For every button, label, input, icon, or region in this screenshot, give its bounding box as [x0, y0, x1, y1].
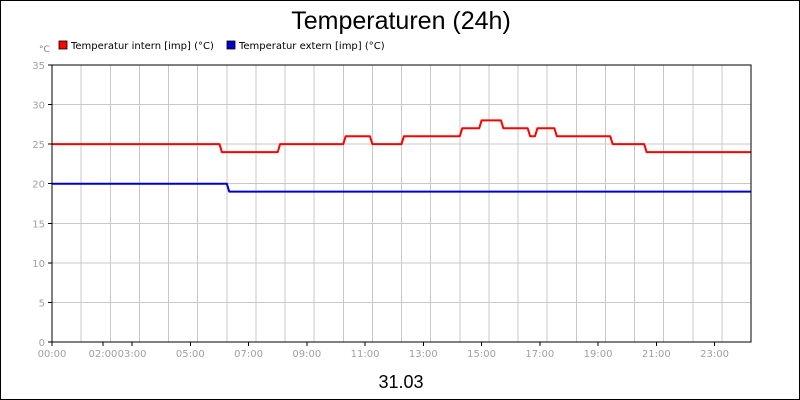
y-tick-label: 35 [32, 61, 45, 72]
y-tick-label: 20 [32, 180, 45, 191]
x-tick-label: 17:00 [525, 349, 554, 360]
plot-border [51, 64, 752, 343]
y-tick-label: 25 [32, 140, 45, 151]
x-tick-label: 03:00 [118, 349, 147, 360]
x-tick-labels: 00:00 02:00 03:00 05:00 07:00 09:00 11:00 13:00… [38, 349, 729, 360]
x-tick-label: 07:00 [234, 349, 263, 360]
series-lines [52, 119, 751, 193]
legend-label-extern: Temperatur extern [imp] (°C) [238, 41, 385, 52]
x-tick-label: 11:00 [351, 349, 380, 360]
legend-label-intern: Temperatur intern [imp] (°C) [70, 41, 214, 52]
series-line-intern [52, 119, 751, 154]
legend-swatch-intern [58, 40, 68, 50]
chart-title: Temperaturen (24h) [291, 7, 511, 35]
axes [51, 64, 752, 343]
y-tick-label: 10 [32, 259, 45, 270]
legend: Temperatur intern [imp] (°C) Temperatur … [58, 40, 385, 52]
y-tick-label: 30 [32, 101, 45, 112]
x-tick-label: 23:00 [700, 349, 729, 360]
y-tick-labels: 0 5 10 15 20 25 30 35 [32, 61, 45, 349]
x-tick-label: 21:00 [642, 349, 671, 360]
y-axis-unit: °C [39, 45, 50, 55]
date-label: 31.03 [378, 372, 423, 392]
y-tick-label: 0 [39, 338, 45, 349]
series-line-extern [52, 182, 751, 193]
x-tick-label: 02:00 [89, 349, 118, 360]
x-tick-label: 15:00 [467, 349, 496, 360]
y-tick-label: 5 [39, 298, 45, 309]
legend-swatch-extern [226, 40, 236, 50]
x-tick-label: 09:00 [292, 349, 321, 360]
x-tick-label: 05:00 [176, 349, 205, 360]
x-tick-label: 00:00 [38, 349, 67, 360]
x-tick-label: 13:00 [409, 349, 438, 360]
y-tick-label: 15 [32, 219, 45, 230]
x-tick-label: 19:00 [584, 349, 613, 360]
